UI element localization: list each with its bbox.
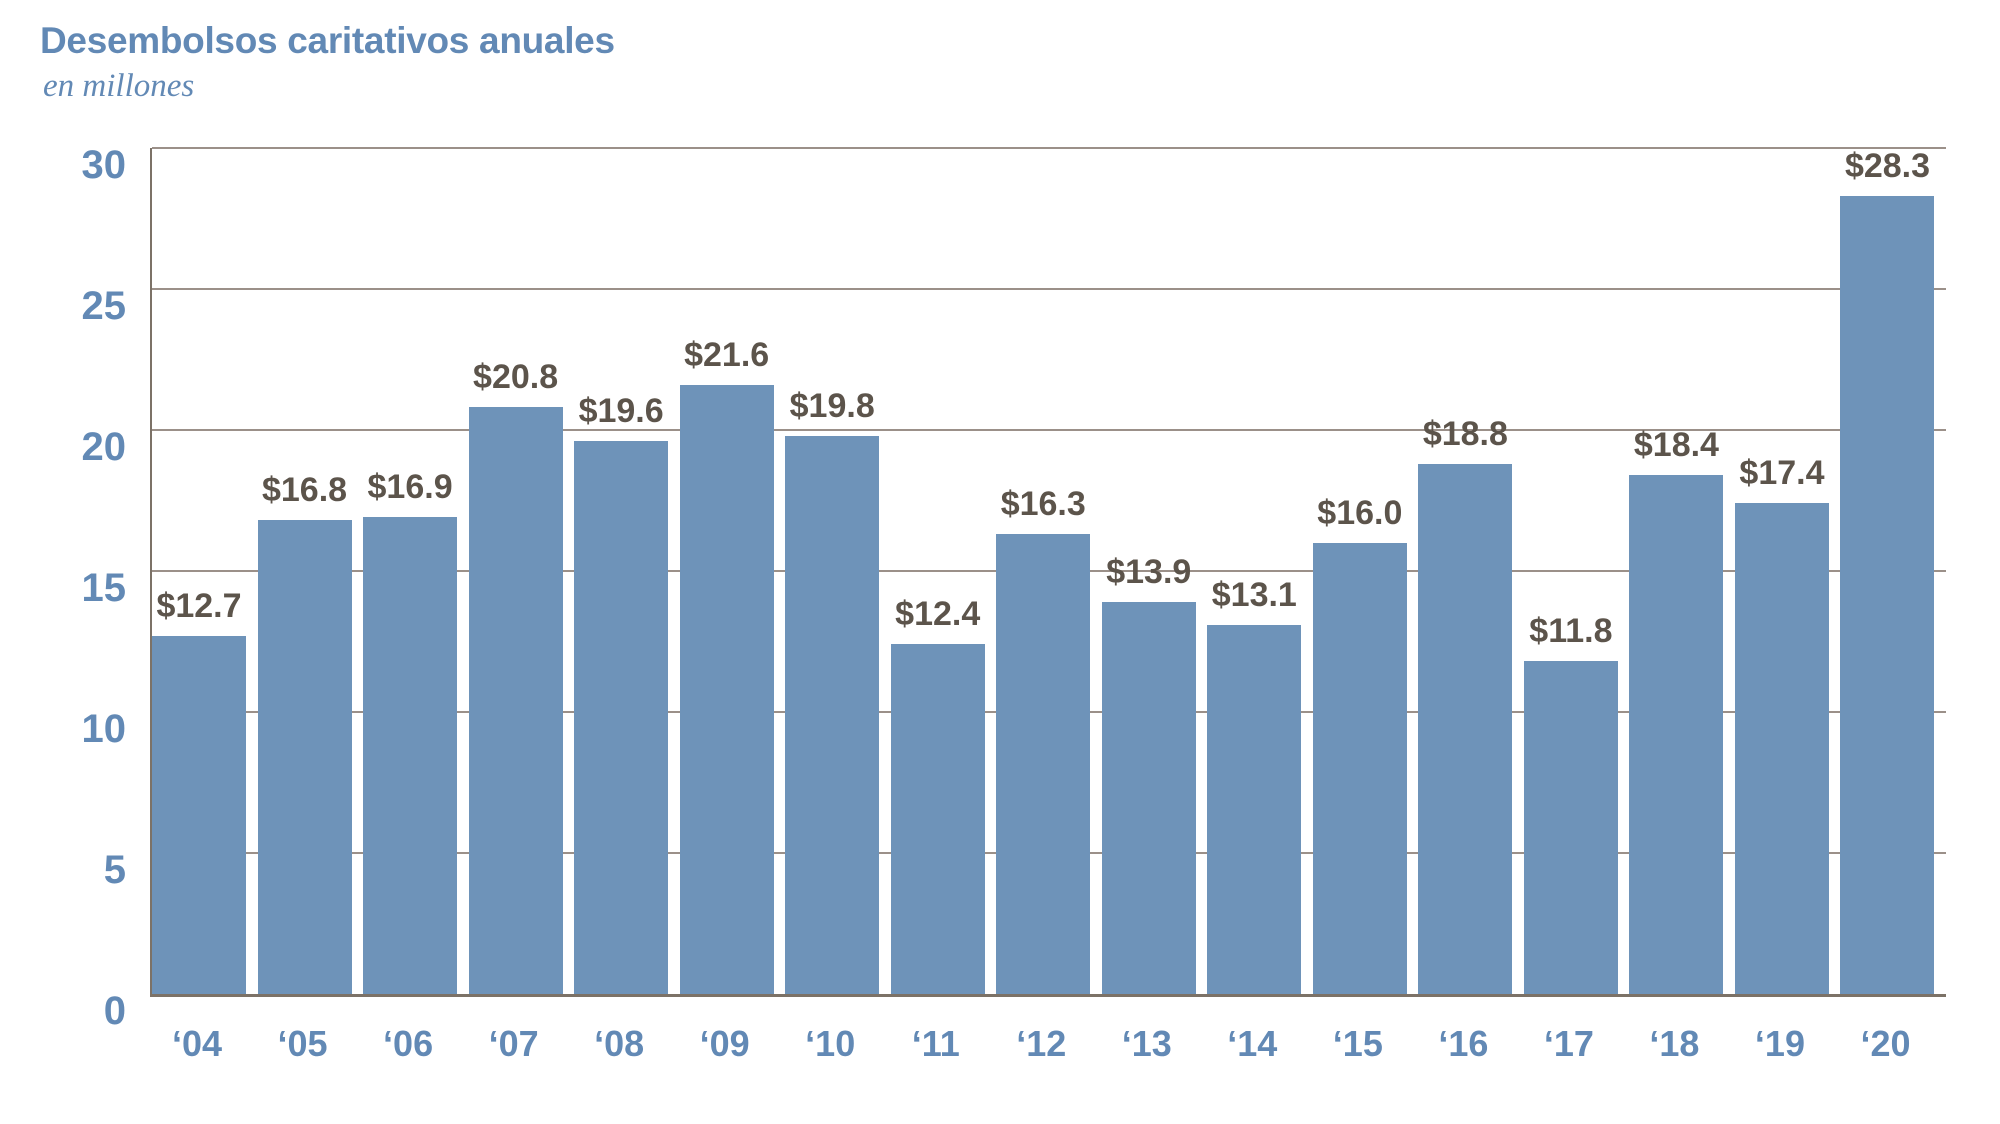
plot-area: $12.7 $16.8 $16.9 $20.8 $19.6 $21.6 $19.8 $12.4…	[150, 146, 1946, 997]
bar-value-label: $13.9	[1106, 553, 1192, 592]
bar-value-label: $18.8	[1422, 414, 1508, 453]
x-tick-label-10: ‘10	[805, 1023, 856, 1064]
bar-value-label: $13.1	[1211, 575, 1297, 614]
y-tick-label-10: 10	[81, 707, 127, 751]
bar-value-label: $16.9	[367, 468, 453, 507]
x-tick-label-15: ‘15	[1332, 1023, 1383, 1064]
bar-‘20	[1840, 195, 1935, 994]
bar-value-label: $16.8	[261, 471, 348, 510]
y-tick-label-30: 30	[81, 143, 127, 187]
x-tick-label-5: ‘05	[277, 1023, 328, 1064]
x-tick-label-13: ‘13	[1121, 1023, 1172, 1064]
x-tick-label-11: ‘11	[911, 1023, 960, 1064]
x-tick-label-18: ‘18	[1649, 1023, 1700, 1064]
bar-‘17	[1523, 661, 1618, 994]
bar-‘12	[996, 534, 1091, 994]
bar-‘09	[679, 384, 774, 994]
bar-value-label: $16.0	[1317, 493, 1403, 532]
bar-value-label: $19.8	[789, 386, 875, 425]
bar-‘13	[1101, 602, 1196, 994]
bar-‘15	[1312, 542, 1407, 994]
y-tick-label-15: 15	[81, 566, 127, 610]
x-tick-label-12: ‘12	[1016, 1023, 1067, 1064]
bar-‘16	[1418, 463, 1513, 994]
y-tick-label-20: 20	[81, 425, 127, 469]
chart-title: Desembolsos caritativos anuales	[40, 20, 615, 61]
bar-value-label: $12.4	[895, 595, 981, 634]
bar-‘05	[257, 520, 352, 994]
bar-‘08	[574, 441, 669, 994]
x-tick-label-4: ‘04	[171, 1023, 223, 1064]
bar-‘06	[363, 517, 458, 994]
x-tick-label-8: ‘08	[594, 1023, 645, 1064]
bar-value-label: $12.7	[156, 586, 242, 625]
bar-‘11	[890, 644, 985, 994]
bar-value-label: $28.3	[1844, 146, 1931, 185]
x-tick-label-6: ‘06	[383, 1023, 434, 1064]
y-tick-label-0: 0	[103, 989, 126, 1033]
bar-‘18	[1629, 475, 1724, 994]
bar-value-label: $16.3	[1000, 485, 1086, 524]
x-tick-label-19: ‘19	[1754, 1023, 1805, 1064]
gridline-25	[152, 288, 1946, 290]
y-tick-label-5: 5	[103, 848, 126, 892]
bar-‘04	[152, 635, 247, 994]
bar-value-label: $11.8	[1529, 612, 1613, 651]
chart-subtitle: en millones	[43, 68, 195, 104]
x-tick-label-7: ‘07	[488, 1023, 539, 1064]
gridline-30	[152, 147, 1946, 149]
y-tick-label-25: 25	[81, 284, 127, 328]
x-tick-label-14: ‘14	[1227, 1023, 1278, 1064]
x-tick-label-9: ‘09	[699, 1023, 750, 1064]
bar-‘14	[1207, 624, 1302, 994]
bar-value-label: $18.4	[1633, 426, 1719, 465]
x-tick-label-20: ‘20	[1860, 1023, 1911, 1064]
bar-‘10	[785, 435, 880, 994]
bar-value-label: $20.8	[473, 358, 559, 397]
bar-value-label: $21.6	[684, 335, 770, 374]
bar-value-label: $17.4	[1739, 454, 1825, 493]
x-tick-label-16: ‘16	[1438, 1023, 1489, 1064]
gridline-20	[152, 429, 1946, 431]
bar-‘07	[468, 407, 563, 994]
x-tick-label-17: ‘17	[1543, 1023, 1594, 1064]
bar-value-label: $19.6	[578, 392, 664, 431]
bar-‘19	[1734, 503, 1829, 994]
